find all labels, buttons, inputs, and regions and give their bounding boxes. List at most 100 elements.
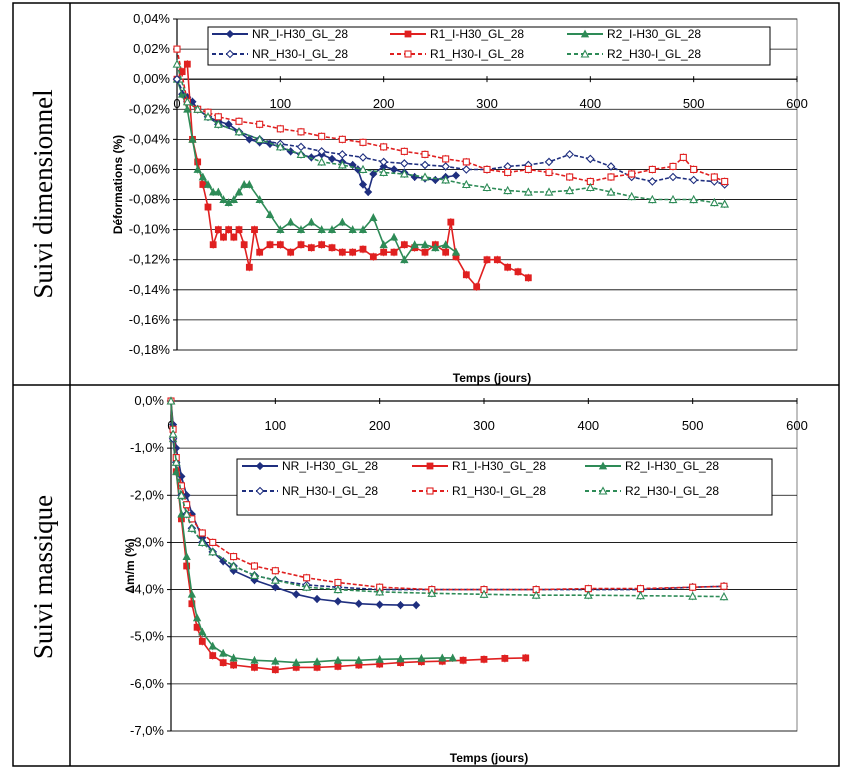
legend-label: R2_I-H30_GL_28 (607, 27, 701, 41)
data-point (459, 656, 467, 664)
data-point (218, 648, 228, 657)
data-point (312, 657, 322, 666)
x-tick-label: 200 (369, 418, 391, 433)
data-point (647, 194, 657, 204)
data-point (358, 153, 368, 162)
data-point (598, 486, 608, 495)
data-point (580, 49, 590, 58)
y-tick-label: -5,0% (130, 629, 164, 644)
data-point (334, 578, 342, 587)
data-point (245, 180, 254, 188)
legend: NR_I-H30_GL_28 R1_I-H30_GL_28 R2_I-H30_GL_… (236, 458, 773, 516)
legend-label: R2_H30-I_GL_28 (625, 484, 719, 498)
data-point (219, 195, 228, 203)
data-point (292, 658, 301, 667)
data-point (364, 187, 373, 197)
data-point (166, 396, 176, 405)
data-point (462, 165, 471, 174)
data-point (375, 654, 384, 663)
data-point (400, 147, 408, 155)
data-point (198, 529, 206, 537)
data-point (177, 490, 186, 499)
data-point (208, 641, 217, 650)
data-point (338, 248, 346, 256)
legend-entry: R2_I-H30_GL_28 (585, 459, 719, 473)
data-point (501, 655, 509, 662)
x-tick-label: 600 (786, 418, 808, 433)
x-tick-label: 300 (473, 418, 495, 433)
data-point (188, 515, 196, 523)
y-tick-label: -6,0% (130, 676, 164, 691)
data-point (287, 248, 295, 256)
data-point (421, 150, 429, 158)
data-point (369, 169, 378, 179)
data-point (420, 160, 430, 170)
row-label-mass: Suivi massique (28, 495, 58, 659)
plot-area (170, 400, 798, 732)
data-point (271, 567, 279, 575)
data-point (183, 562, 191, 570)
x-tick-label: 400 (579, 96, 601, 111)
y-tick-label: 0,02% (133, 41, 170, 56)
data-point (461, 179, 471, 189)
data-point (690, 165, 698, 174)
data-point (504, 168, 512, 177)
data-point (183, 60, 191, 68)
data-point (296, 149, 306, 158)
data-point (275, 142, 285, 151)
data-point (337, 160, 347, 169)
y-tick-label: -3,0% (130, 534, 164, 549)
data-point (544, 157, 554, 167)
data-point (451, 171, 461, 180)
data-point (302, 582, 312, 591)
data-point (250, 570, 259, 579)
data-point (203, 180, 213, 188)
data-point (234, 127, 244, 136)
data-point (219, 659, 227, 667)
data-point (462, 271, 470, 279)
series-line (176, 78, 725, 186)
data-point (303, 574, 311, 582)
data-point (188, 135, 197, 143)
series-line (170, 400, 453, 664)
x-tick-label: 600 (786, 96, 808, 111)
data-point (192, 613, 202, 622)
data-point (270, 575, 280, 584)
x-tick-label: 200 (373, 96, 395, 111)
data-point (400, 255, 409, 264)
y-tick-label: -0,12% (129, 252, 171, 267)
data-point (187, 589, 197, 598)
data-point (313, 594, 322, 604)
y-tick-label: -0,06% (129, 161, 171, 176)
data-point (503, 185, 513, 195)
legend-label: R1_I-H30_GL_28 (452, 459, 546, 473)
data-point (606, 162, 616, 171)
data-point (441, 175, 451, 184)
y-tick-label: -2,0% (130, 487, 164, 502)
legend-entry: R1_H30-I_GL_28 (412, 484, 546, 498)
data-point (483, 165, 491, 174)
data-point (523, 187, 533, 196)
data-point (427, 588, 437, 597)
data-point (203, 112, 213, 121)
data-point (286, 217, 295, 226)
x-tick-label: 400 (577, 418, 599, 433)
data-point (390, 248, 398, 256)
data-point (292, 590, 301, 599)
data-point (688, 591, 698, 600)
data-point (421, 248, 429, 256)
series-line (170, 400, 725, 591)
legend-label: NR_H30-I_GL_28 (282, 484, 378, 498)
data-point (565, 150, 574, 159)
data-point (245, 135, 254, 144)
data-point (417, 654, 426, 662)
y-axis-label: Déformations (%) (111, 135, 125, 234)
data-point (358, 180, 368, 189)
data-point (255, 195, 264, 203)
data-point (720, 582, 728, 590)
data-point (327, 225, 337, 234)
data-point (338, 150, 347, 159)
y-tick-label: -0,08% (129, 192, 171, 207)
legend-label: R1_H30-I_GL_28 (430, 47, 524, 61)
